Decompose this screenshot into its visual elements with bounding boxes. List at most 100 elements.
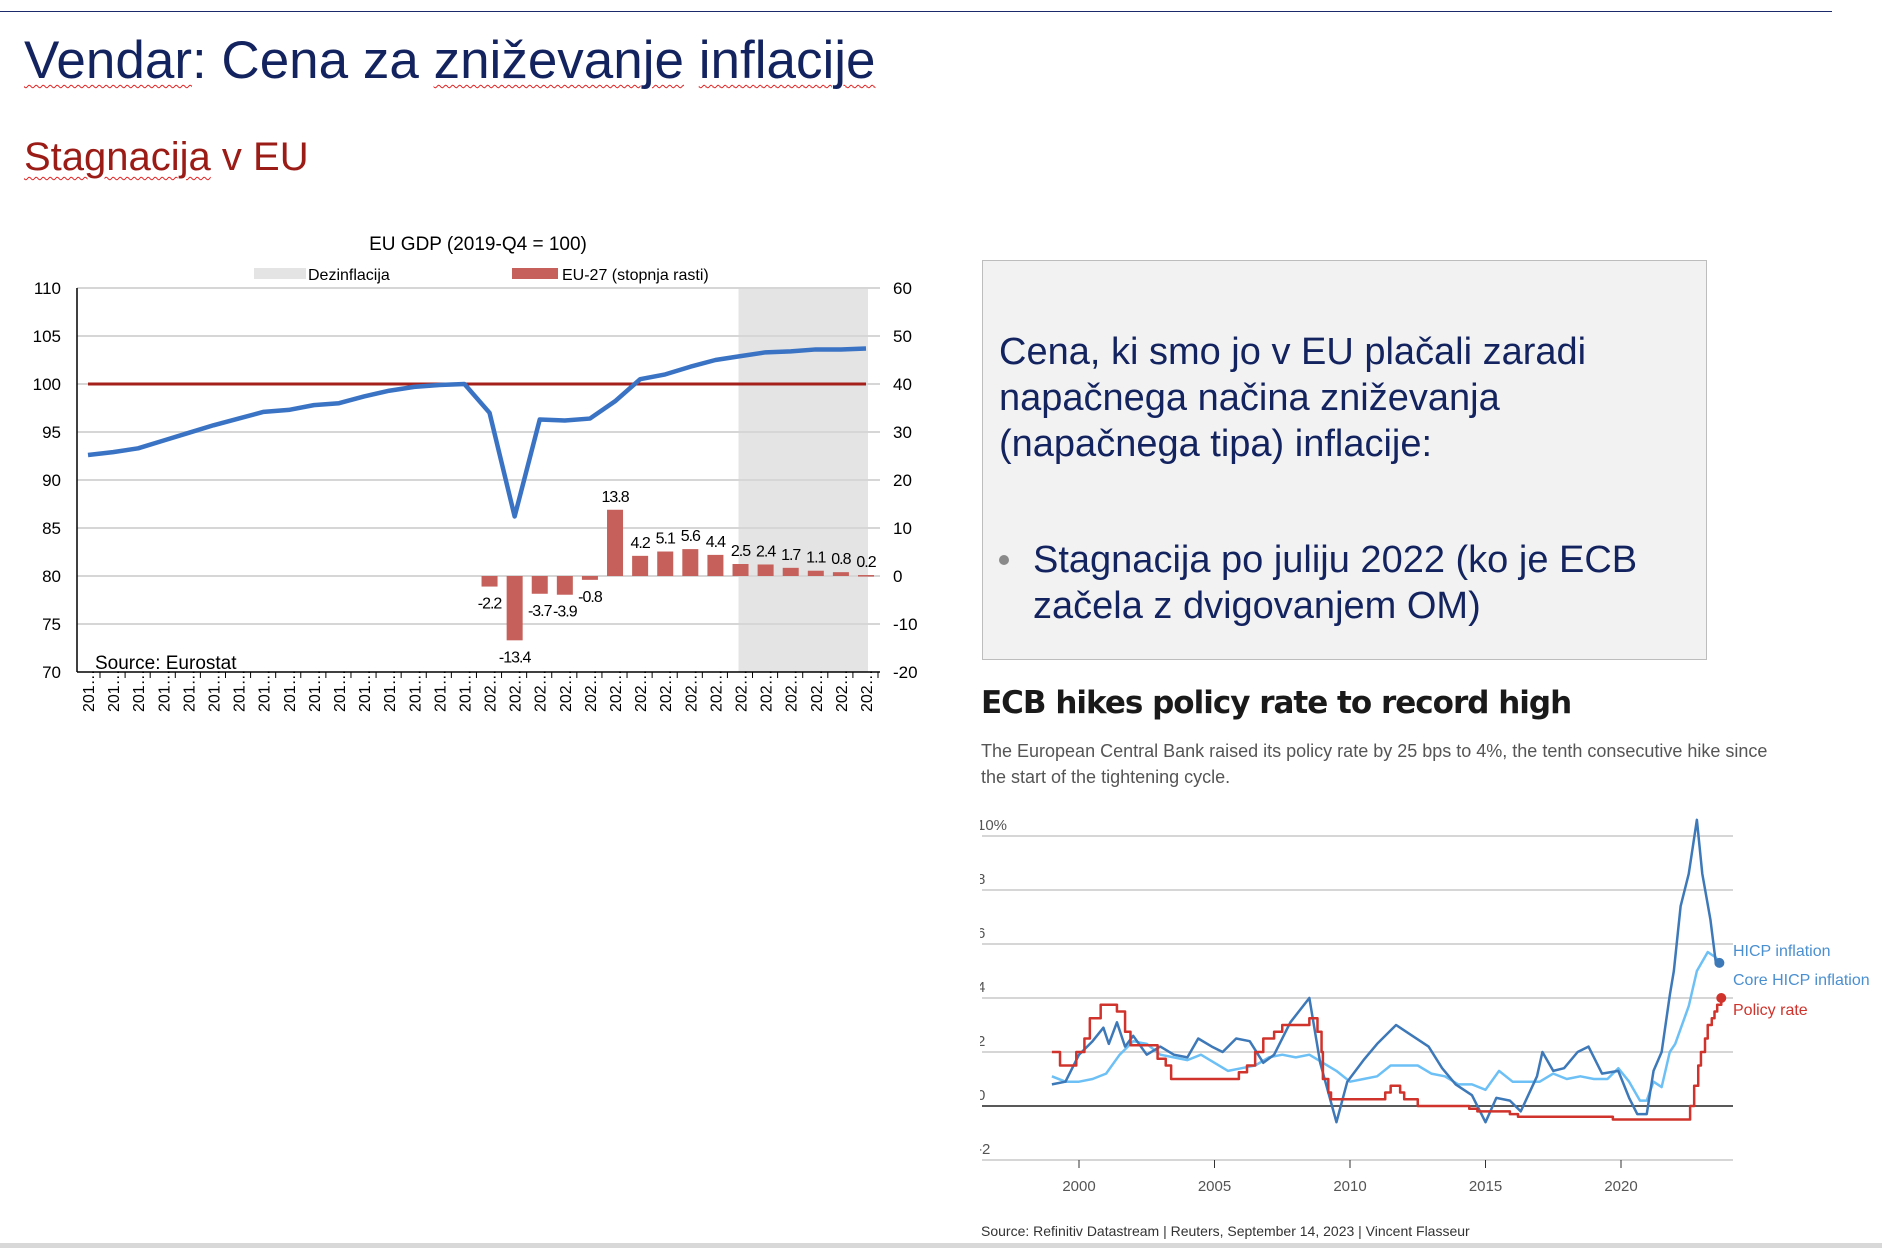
x-tick-label: 202… (683, 669, 700, 712)
y-tick-label: 4 (977, 979, 985, 996)
growth-data-label: 4.4 (706, 534, 726, 551)
ecb-chart-title: ECB hikes policy rate to record high (981, 685, 1572, 721)
x-tick-label: 2005 (1198, 1178, 1231, 1195)
growth-data-label: 1.1 (806, 550, 826, 567)
right-axis-tick-label: 0 (893, 567, 902, 586)
x-tick-label: 201… (206, 669, 223, 712)
callout-text: Cena, ki smo jo v EU plačali zaradi napa… (999, 331, 1587, 465)
x-tick-label: 201… (457, 669, 474, 712)
y-tick-label: 0 (977, 1087, 985, 1104)
policy-rate-end-dot (1716, 993, 1727, 1003)
right-axis-tick-label: 50 (893, 327, 912, 346)
growth-data-label: 5.1 (656, 531, 676, 548)
growth-bar (632, 555, 649, 576)
policy-rate-line (1051, 998, 1723, 1121)
left-axis-tick-label: 90 (42, 471, 61, 490)
growth-bar (657, 551, 674, 576)
x-tick-label: 2020 (1604, 1178, 1637, 1195)
growth-bar (481, 576, 498, 587)
growth-bar (757, 564, 774, 576)
growth-bar (506, 576, 523, 641)
growth-data-label: -3.9 (553, 604, 578, 621)
title-part: inflacije (698, 31, 876, 90)
growth-data-label: 2.4 (756, 543, 776, 560)
x-tick-label: 201… (407, 669, 424, 712)
growth-bar (682, 549, 699, 576)
x-tick-label: 201… (181, 669, 198, 712)
x-tick-label: 202… (708, 669, 725, 712)
x-tick-label: 202… (583, 669, 600, 712)
bullet-text: Stagnacija po juliju 2022 (ko je ECB zač… (1033, 539, 1638, 627)
x-tick-label: 201… (432, 669, 449, 712)
growth-data-label: 2.5 (731, 543, 751, 560)
series-label: Core HICP inflation (1733, 972, 1870, 989)
x-tick-label: 202… (633, 669, 650, 712)
subtitle-part: v EU (210, 135, 309, 179)
left-axis-tick-label: 105 (33, 327, 61, 346)
growth-data-label: -13.4 (499, 649, 532, 666)
x-tick-label: 2010 (1333, 1178, 1366, 1195)
right-axis-tick-label: 30 (893, 423, 912, 442)
x-tick-label: 201… (332, 669, 349, 712)
growth-data-label: -2.2 (478, 596, 503, 613)
x-tick-label: 202… (784, 669, 801, 712)
left-axis-tick-label: 75 (42, 615, 61, 634)
right-axis-tick-label: 60 (893, 279, 912, 298)
title-part: zniževanje (433, 31, 685, 90)
x-tick-label: 202… (734, 669, 751, 712)
left-axis-tick-label: 70 (42, 663, 61, 682)
x-tick-label: 202… (859, 669, 876, 712)
growth-data-label: 1.7 (781, 547, 801, 564)
x-tick-label: 2015 (1469, 1178, 1502, 1195)
x-tick-label: 201… (357, 669, 374, 712)
growth-data-label: -3.7 (528, 603, 553, 620)
x-tick-label: 202… (483, 669, 500, 712)
x-tick-label: 201… (106, 669, 123, 712)
y-tick-label: 10% (977, 817, 1007, 834)
growth-data-label: 4.2 (631, 535, 651, 552)
slide-title: Vendar: Cena za zniževanje inflacije (24, 30, 876, 91)
slide-subtitle: Stagnacija v EU (24, 135, 309, 180)
growth-data-label: 13.8 (601, 489, 629, 506)
legend-swatch-dezinflacija (254, 268, 306, 279)
callout-bullet: Stagnacija po juliju 2022 (ko je ECB zač… (999, 537, 1689, 629)
left-axis-tick-label: 80 (42, 567, 61, 586)
growth-bar (707, 554, 724, 576)
growth-bar (807, 570, 824, 576)
growth-bar (556, 576, 573, 595)
growth-data-label: -0.8 (578, 589, 603, 606)
growth-bar (858, 575, 874, 577)
source-annotation: Source: Eurostat (95, 653, 237, 674)
legend-label-growth: EU-27 (stopnja rasti) (562, 267, 709, 284)
x-tick-label: 202… (834, 669, 851, 712)
bullet-dot-icon (999, 555, 1009, 565)
x-tick-label: 202… (658, 669, 675, 712)
x-tick-label: 201… (382, 669, 399, 712)
title-part: Vendar (24, 31, 192, 90)
x-tick-label: 2000 (1062, 1178, 1095, 1195)
gdp-index-line (87, 346, 867, 519)
y-tick-label: 2 (977, 1033, 985, 1050)
left-axis-tick-label: 95 (42, 423, 61, 442)
series-label: Policy rate (1733, 1002, 1808, 1019)
left-axis-tick-label: 100 (33, 375, 61, 394)
x-tick-label: 201… (282, 669, 299, 712)
ecb-chart-subtitle: The European Central Bank raised its pol… (981, 741, 1768, 787)
x-tick-label: 201… (81, 669, 98, 712)
growth-data-label: 0.2 (856, 554, 876, 571)
growth-bar (832, 572, 849, 576)
growth-bar (531, 576, 548, 594)
subtitle-part: Stagnacija (24, 135, 211, 179)
top-rule (0, 11, 1832, 12)
x-tick-label: 202… (809, 669, 826, 712)
core-hicp-inflation-line (1051, 950, 1721, 1102)
ecb-source: Source: Refinitiv Datastream | Reuters, … (981, 1223, 1470, 1239)
legend-label-dezinflacija: Dezinflacija (308, 267, 390, 284)
hicp-inflation-end-dot (1714, 957, 1725, 968)
growth-data-label: 5.6 (681, 528, 701, 545)
x-tick-label: 201… (307, 669, 324, 712)
right-axis-tick-label: 40 (893, 375, 912, 394)
right-axis-tick-label: 20 (893, 471, 912, 490)
growth-bar (607, 509, 624, 576)
